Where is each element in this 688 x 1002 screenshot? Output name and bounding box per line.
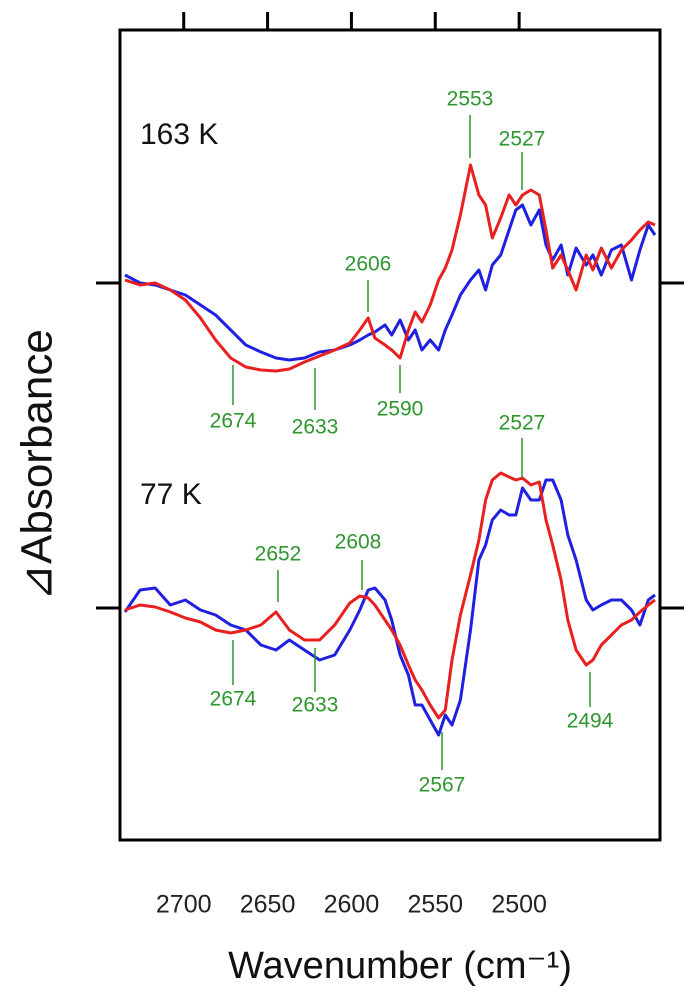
x-tick-label: 2550 — [407, 891, 463, 919]
panel-label: 163 K — [140, 118, 218, 151]
annotation: 2633 — [292, 694, 339, 717]
annotation: 2567 — [419, 774, 466, 797]
annotation: 2674 — [210, 688, 257, 711]
annotation: 2606 — [345, 253, 392, 276]
x-tick-label: 2700 — [156, 891, 212, 919]
annotation: 2527 — [499, 128, 546, 151]
x-tick-label: 2650 — [240, 891, 296, 919]
spectrum-line — [123, 478, 656, 737]
y-axis-label: ⊿Absorbance — [13, 329, 62, 601]
panel-label: 77 K — [140, 478, 202, 511]
plot-frame — [118, 28, 662, 842]
spectrum-line — [124, 471, 656, 720]
annotation: 2494 — [567, 710, 614, 733]
annotation: 2633 — [292, 416, 339, 439]
annotation: 2608 — [335, 531, 382, 554]
annotation: 2527 — [499, 412, 546, 435]
x-tick-label: 2500 — [491, 891, 547, 919]
x-tick-label: 2600 — [324, 891, 380, 919]
annotation: 2590 — [377, 398, 424, 421]
spectrum-line — [124, 203, 657, 362]
annotation: 2674 — [210, 410, 257, 433]
annotation: 2652 — [255, 543, 302, 566]
spectrum-line — [124, 163, 656, 373]
x-axis-label: Wavenumber (cm⁻¹) — [228, 945, 572, 987]
annotation: 2553 — [447, 88, 494, 111]
